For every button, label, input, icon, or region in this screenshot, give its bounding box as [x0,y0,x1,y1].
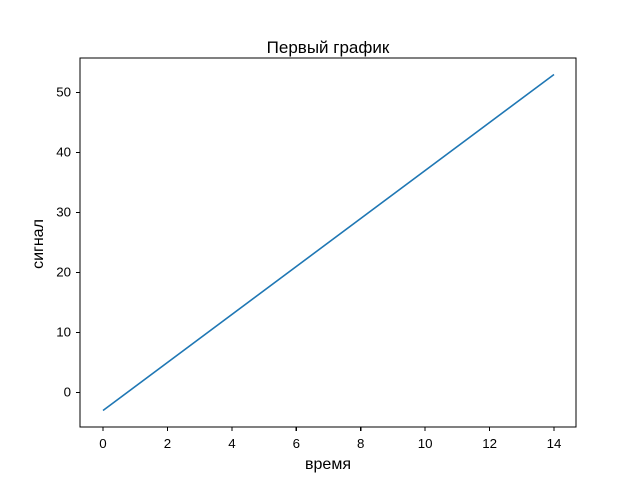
svg-text:50: 50 [56,84,71,99]
svg-text:0: 0 [64,384,71,399]
svg-text:40: 40 [56,144,71,159]
svg-text:время: время [305,456,351,473]
svg-text:сигнал: сигнал [30,219,47,269]
svg-text:6: 6 [293,436,300,451]
svg-text:0: 0 [99,436,106,451]
svg-text:Первый график: Первый график [267,38,390,57]
svg-text:14: 14 [547,436,562,451]
svg-text:10: 10 [56,324,71,339]
svg-text:2: 2 [164,436,171,451]
svg-text:12: 12 [482,436,497,451]
svg-text:20: 20 [56,264,71,279]
svg-text:30: 30 [56,204,71,219]
svg-text:10: 10 [418,436,433,451]
svg-text:4: 4 [228,436,235,451]
svg-text:8: 8 [357,436,364,451]
